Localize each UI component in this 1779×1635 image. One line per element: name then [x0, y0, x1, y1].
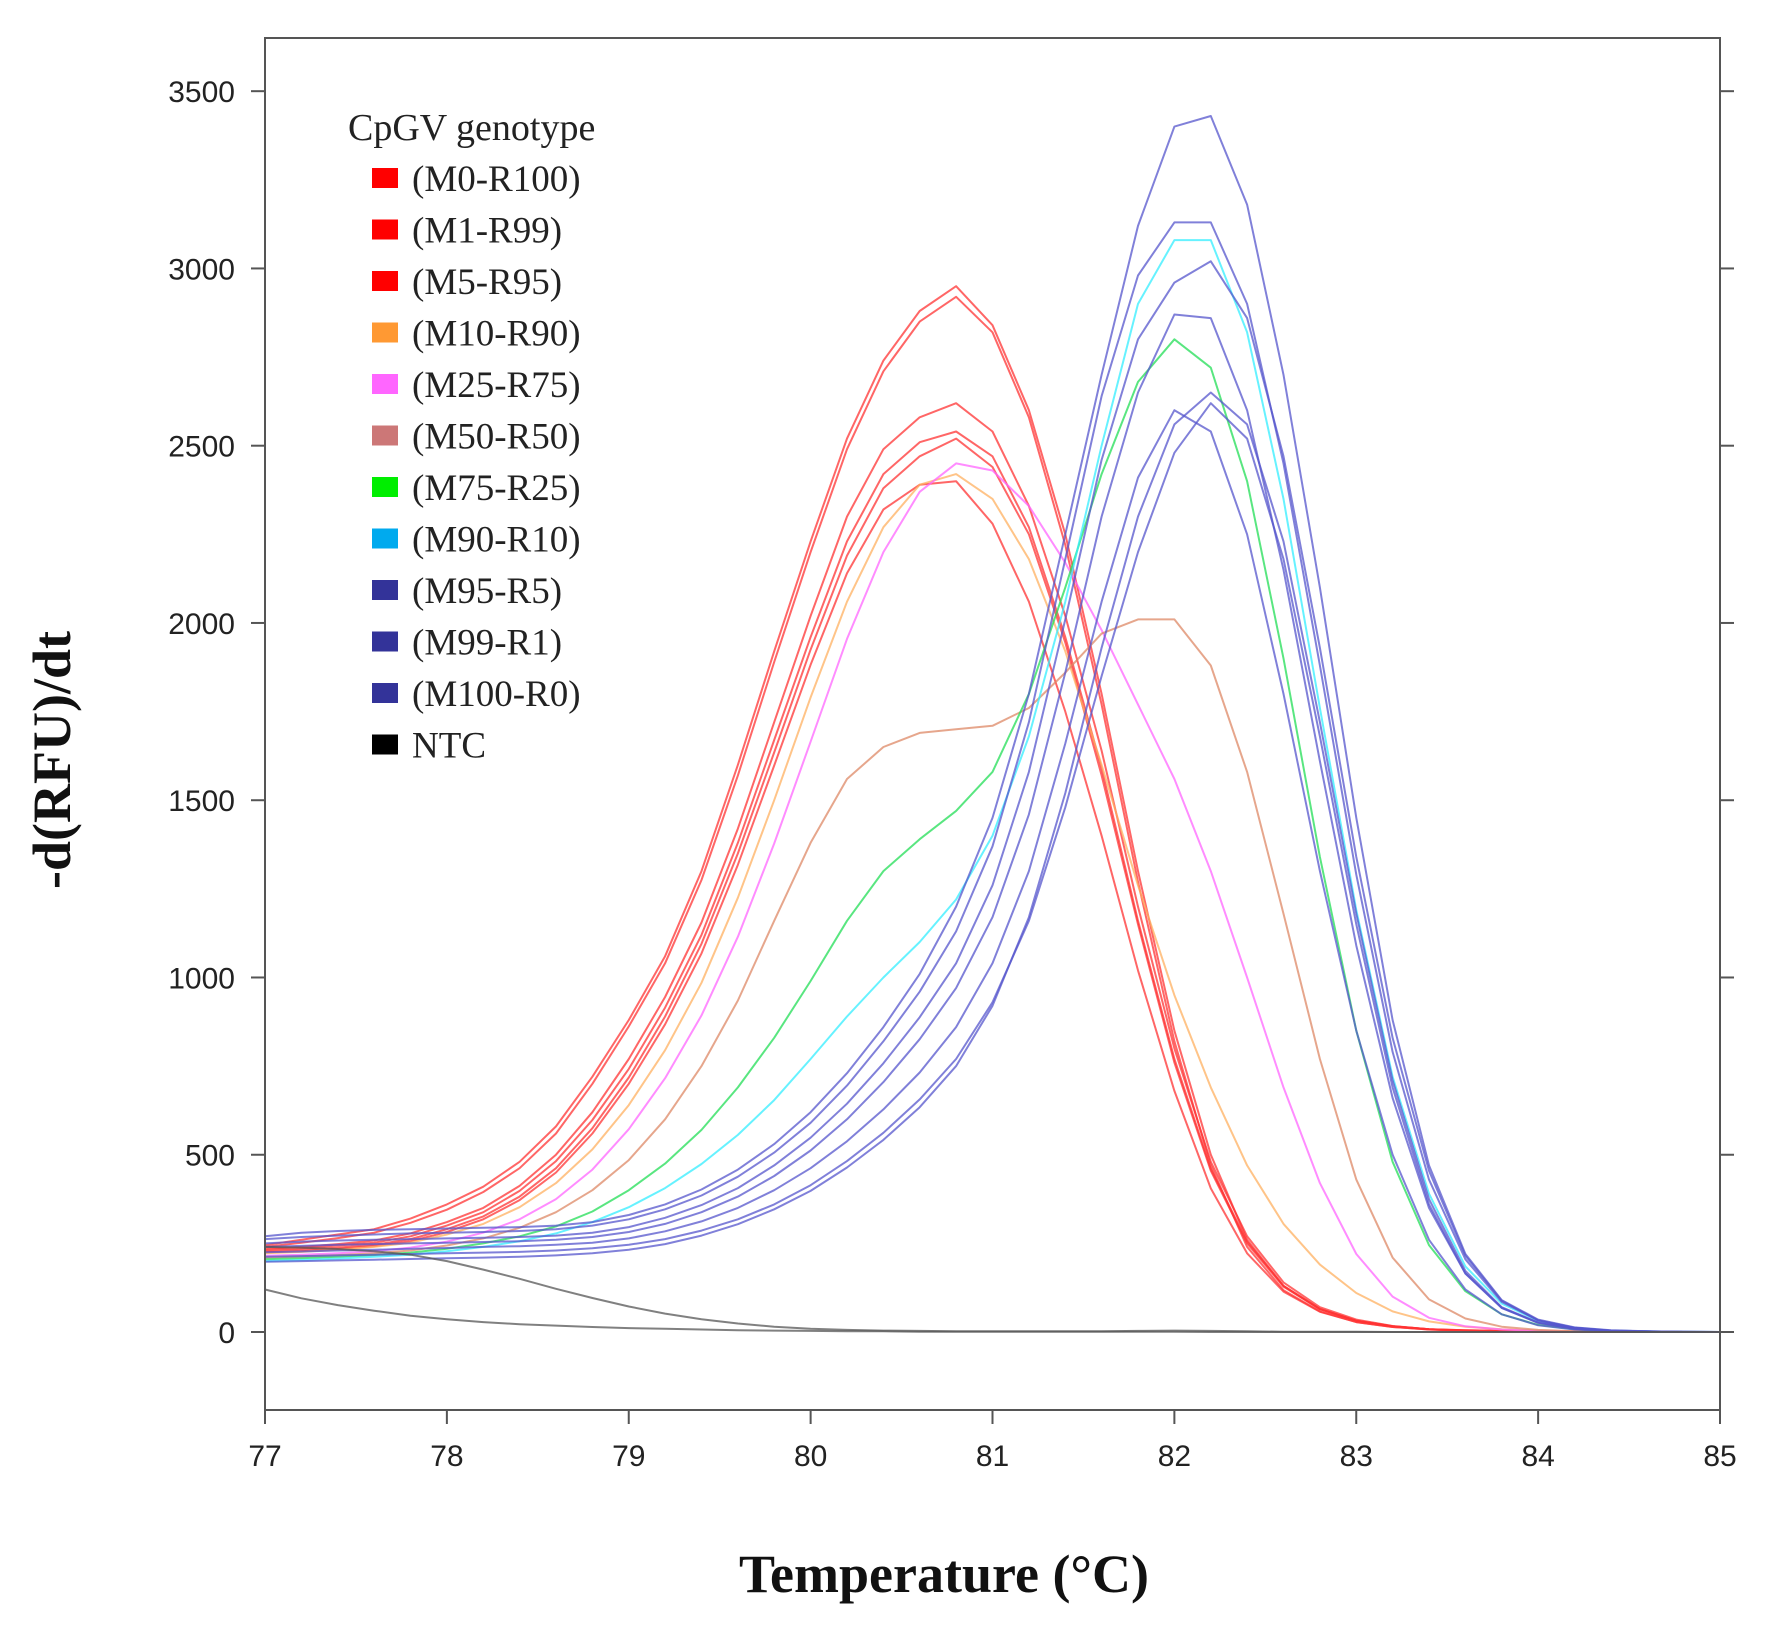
y-tick-label: 2500	[168, 431, 235, 464]
legend-swatch	[372, 528, 398, 549]
x-tick-label: 79	[612, 1440, 645, 1473]
legend-label: (M1-R99)	[412, 211, 562, 252]
legend-label: (M95-R5)	[412, 571, 562, 612]
y-tick-label: 1000	[168, 962, 235, 995]
y-axis-title: -d(RFU)/dt	[22, 631, 82, 889]
series-line-19	[264, 1245, 1720, 1333]
legend-swatch	[372, 734, 398, 755]
y-tick-label: 1500	[168, 785, 235, 818]
y-tick-label: 3500	[168, 76, 235, 109]
legend-swatch	[372, 322, 398, 343]
x-axis: 77 78 79 80 81 82 83 84 85	[248, 1410, 1737, 1473]
legend-label: (M10-R90)	[412, 314, 581, 355]
legend-label: (M90-R10)	[412, 520, 581, 561]
series-line-15	[264, 409, 1720, 1333]
y-tick-label: 3000	[168, 253, 235, 286]
series-layer	[264, 115, 1721, 1333]
legend-label: (M99-R1)	[412, 623, 562, 664]
y-axis: 0 500 1000 1500 2000 2500 3000 3500	[168, 76, 1734, 1350]
legend-swatch	[372, 580, 398, 600]
legend-label: (M100-R0)	[412, 674, 581, 715]
series-line-7	[264, 462, 1720, 1333]
series-line-5	[264, 480, 1720, 1333]
legend-swatch	[372, 683, 398, 703]
y-tick-label: 500	[185, 1140, 235, 1173]
x-axis-title: Temperature (°C)	[739, 1544, 1149, 1604]
x-tick-label: 85	[1703, 1440, 1736, 1473]
series-line-17	[264, 391, 1720, 1333]
y-tick-label: 2000	[168, 608, 235, 641]
x-tick-label: 78	[430, 1440, 463, 1473]
y-tick-label: 0	[218, 1317, 235, 1350]
series-line-16	[264, 402, 1720, 1333]
legend-label: NTC	[412, 726, 486, 767]
series-line-12	[264, 221, 1721, 1333]
x-tick-label: 77	[248, 1440, 281, 1473]
x-tick-label: 82	[1158, 1440, 1191, 1473]
legend-label: (M75-R25)	[412, 468, 581, 509]
legend-swatch	[372, 168, 398, 188]
series-line-10	[264, 239, 1721, 1333]
x-tick-label: 81	[976, 1440, 1009, 1473]
legend-swatch	[372, 477, 398, 497]
legend-label: (M50-R50)	[412, 417, 581, 458]
legend-swatch	[372, 425, 398, 446]
x-tick-label: 83	[1340, 1440, 1373, 1473]
series-line-13	[264, 260, 1721, 1333]
legend-label: (M25-R75)	[412, 365, 581, 406]
legend-swatch	[372, 374, 398, 394]
legend-label: (M5-R95)	[412, 262, 562, 303]
legend-swatch	[372, 271, 398, 291]
legend-label: (M0-R100)	[412, 159, 581, 200]
legend-title: CpGV genotype	[348, 107, 595, 149]
legend-swatch	[372, 631, 398, 652]
legend: CpGV genotype (M0-R100) (M1-R99) (M5-R95) (…	[348, 107, 595, 767]
x-tick-label: 80	[794, 1440, 827, 1473]
plot-background	[265, 38, 1720, 1410]
legend-swatch	[372, 219, 398, 240]
x-tick-label: 84	[1521, 1440, 1554, 1473]
